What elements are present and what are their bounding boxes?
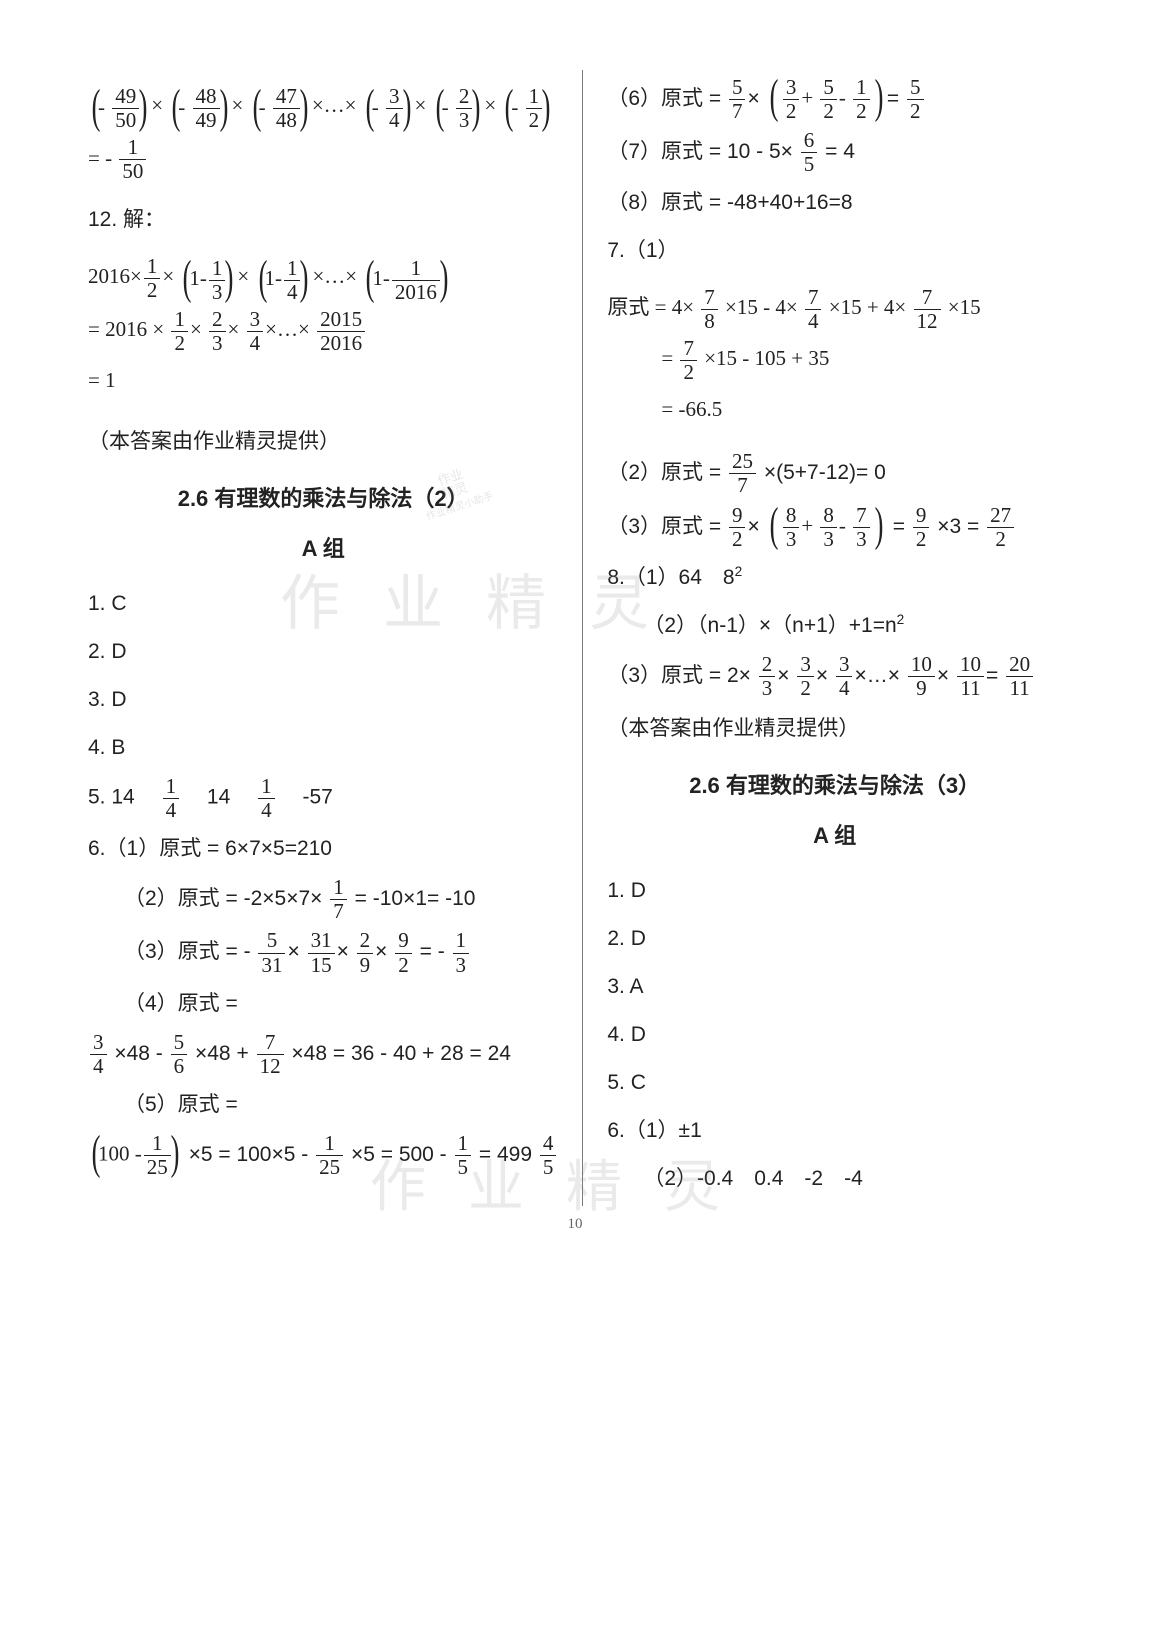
sup: 2	[735, 564, 743, 579]
t: ×15 + 4×	[829, 295, 907, 319]
eq-12: 2016×12× 1-13× 1-14×…× 1-12016 = 2016 × …	[88, 251, 558, 405]
t: （2）（n-1）×（n+1）+1=n	[643, 614, 896, 637]
ans-b5: 5. C	[607, 1062, 1062, 1104]
columns: - 4950× - 4849× - 4748×…× - 34× - 23× - …	[70, 70, 1080, 1206]
t: ×3 =	[937, 515, 979, 538]
ans-8-3: （3）原式 = 2× 23× 32× 34×…× 109× 1011= 2011	[607, 653, 1062, 700]
t: （7）原式 = 10 - 5×	[607, 140, 793, 163]
t: = 4	[825, 140, 855, 163]
t: （3）原式 =	[607, 515, 721, 538]
ans-8-2: （2）（n-1）×（n+1）+1=n2	[607, 605, 1062, 647]
ans-6-4-pre: （4）原式 =	[88, 983, 558, 1025]
t: ×5 = 100×5 -	[189, 1143, 309, 1166]
ans-b1: 1. D	[607, 870, 1062, 912]
t: ×48 +	[195, 1042, 249, 1065]
ans-6-1: 6.（1）原式 = 6×7×5=210	[88, 828, 558, 870]
page-number: 10	[70, 1216, 1080, 1233]
ans-b3: 3. A	[607, 966, 1062, 1008]
t: （3）原式 = 2×	[607, 664, 751, 687]
ans-6-3: （3）原式 = - 531× 3115× 29× 92 = - 13	[88, 929, 558, 976]
heading-2-6-3: 2.6 有理数的乘法与除法（3）	[607, 764, 1062, 808]
t: ×48 -	[114, 1042, 162, 1065]
column-left: - 4950× - 4849× - 4748×…× - 34× - 23× - …	[70, 70, 583, 1206]
t: = -66.5	[607, 384, 1062, 434]
ans-b6-2: （2）-0.4 0.4 -2 -4	[607, 1158, 1062, 1200]
page: 作 业 精 灵 作 业 精 灵 作业 精灵 作业精灵小助手 - 4950× - …	[0, 0, 1150, 1263]
t: ×(5+7-12)= 0	[764, 461, 886, 484]
ans-2: 2. D	[88, 631, 558, 673]
ans-5: 5. 14 14 14 14 -57	[88, 775, 558, 822]
t: ×15 - 4×	[725, 295, 798, 319]
ans-6-8: （8）原式 = -48+40+16=8	[607, 182, 1062, 224]
sup: 2	[897, 612, 905, 627]
ans-7-3: （3）原式 = 92× 83+ 83- 73 = 92 ×3 = 272	[607, 504, 1062, 551]
t: 1	[189, 266, 200, 290]
t: =	[661, 346, 673, 370]
t: -2×5×7×	[244, 887, 323, 910]
ans-b2: 2. D	[607, 918, 1062, 960]
ans-4: 4. B	[88, 727, 558, 769]
ans-7-1: 原式 = 4× 78 ×15 - 4× 74 ×15 + 4× 712 ×15 …	[607, 282, 1062, 434]
t: （2）原式 =	[124, 887, 238, 910]
t: （6）原式 =	[607, 87, 721, 110]
t: ×48 = 36 - 40 + 28 = 24	[291, 1042, 511, 1065]
group-a-left: A 组	[88, 527, 558, 571]
eq12-l3: = 1	[88, 355, 558, 405]
column-right: （6）原式 = 57× 32+ 52- 12 = 52 （7）原式 = 10 -…	[583, 70, 1080, 1206]
t: （2）原式 =	[607, 461, 721, 484]
ans-7-label: 7.（1）	[607, 230, 1062, 272]
ans-6-5: 100 -125 ×5 = 100×5 - 125 ×5 = 500 - 15 …	[88, 1132, 558, 1179]
t: 1	[372, 266, 383, 290]
ans-b6-1: 6.（1）±1	[607, 1110, 1062, 1152]
ans-8-1: 8.（1）64 82	[607, 557, 1062, 599]
t: 5. 14	[88, 786, 135, 809]
t: ×15 - 105 + 35	[704, 346, 829, 370]
ans-6-5-pre: （5）原式 =	[88, 1084, 558, 1126]
t: 1	[264, 266, 275, 290]
ans-6-7: （7）原式 = 10 - 5× 65 = 4	[607, 129, 1062, 176]
t: 14	[207, 786, 230, 809]
ans-1: 1. C	[88, 583, 558, 625]
eq12-a: 2016	[88, 264, 130, 288]
t: ×5 = 500 -	[351, 1143, 447, 1166]
ans-6-2: （2）原式 = -2×5×7× 17 = -10×1= -10	[88, 876, 558, 923]
t: -57	[302, 786, 332, 809]
ans-6-4: 34 ×48 - 56 ×48 + 712 ×48 = 36 - 40 + 28…	[88, 1031, 558, 1078]
heading-2-6-2: 2.6 有理数的乘法与除法（2）	[88, 477, 558, 521]
ans-b4: 4. D	[607, 1014, 1062, 1056]
t: 8.（1）64 8	[607, 566, 734, 589]
t: = 499	[479, 1143, 532, 1166]
t: （3）原式 =	[124, 941, 238, 964]
ans-6-6: （6）原式 = 57× 32+ 52- 12 = 52	[607, 76, 1062, 123]
t: 原式 = 4×	[607, 295, 694, 319]
ans-3: 3. D	[88, 679, 558, 721]
eq-11: - 4950× - 4849× - 4748×…× - 34× - 23× - …	[88, 80, 558, 183]
note-2: （本答案由作业精灵提供）	[607, 708, 1062, 750]
t: =	[893, 515, 905, 538]
t: = -10×1= -10	[355, 887, 476, 910]
group-a-right: A 组	[607, 814, 1062, 858]
note-1: （本答案由作业精灵提供）	[88, 421, 558, 463]
ans-7-2: （2）原式 = 257 ×(5+7-12)= 0	[607, 450, 1062, 497]
item-12-label: 12. 解：	[88, 199, 558, 241]
t: = 2016 ×	[88, 317, 164, 341]
t: 100 -	[98, 1141, 142, 1165]
t: ×15	[948, 295, 981, 319]
